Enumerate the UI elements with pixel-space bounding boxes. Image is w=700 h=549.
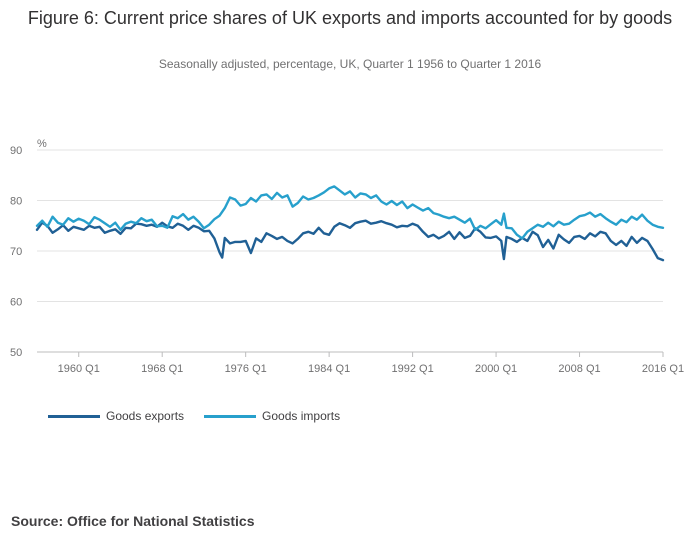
legend-label-exports: Goods exports xyxy=(106,409,185,423)
series-line-goods-imports xyxy=(35,185,665,240)
x-tick-label: 2008 Q1 xyxy=(558,363,600,375)
legend-label-imports: Goods imports xyxy=(262,409,341,423)
chart-subtitle: Seasonally adjusted, percentage, UK, Qua… xyxy=(158,57,542,71)
chart-title: Figure 6: Current price shares of UK exp… xyxy=(27,8,673,28)
x-tick-label: 2000 Q1 xyxy=(475,363,517,375)
x-tick-label: 1976 Q1 xyxy=(225,363,267,375)
y-axis-label: % xyxy=(37,138,47,150)
source-note: Source: Office for National Statistics xyxy=(11,513,255,529)
x-tick-label: 2016 Q1 xyxy=(642,363,684,375)
legend-item-exports[interactable]: Goods exports xyxy=(48,409,184,423)
series-line-goods-exports xyxy=(35,219,665,262)
x-tick-label: 1992 Q1 xyxy=(391,363,433,375)
legend-item-imports[interactable]: Goods imports xyxy=(204,409,340,423)
x-tick-label: 1960 Q1 xyxy=(58,363,100,375)
x-tick-label: 1984 Q1 xyxy=(308,363,350,375)
y-tick-label: 90 xyxy=(10,145,22,157)
legend-swatch-exports xyxy=(48,414,100,418)
legend-swatch-imports xyxy=(204,414,257,418)
y-tick-label: 70 xyxy=(10,246,22,258)
y-tick-label: 80 xyxy=(10,196,22,208)
y-tick-label: 50 xyxy=(10,347,22,359)
chart-legend: Goods exports Goods imports xyxy=(48,409,340,423)
y-tick-label: 60 xyxy=(10,297,22,309)
x-tick-label: 1968 Q1 xyxy=(141,363,183,375)
line-chart: 50 60 70 80 90% 1960 Q1 1968 Q1 1976 Q1 1984 Q1 1… xyxy=(10,138,684,375)
